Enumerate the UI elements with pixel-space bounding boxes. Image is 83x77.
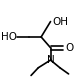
Text: HO: HO (1, 32, 17, 42)
Text: OH: OH (53, 17, 69, 27)
Text: N: N (47, 55, 54, 65)
Text: O: O (65, 43, 73, 53)
